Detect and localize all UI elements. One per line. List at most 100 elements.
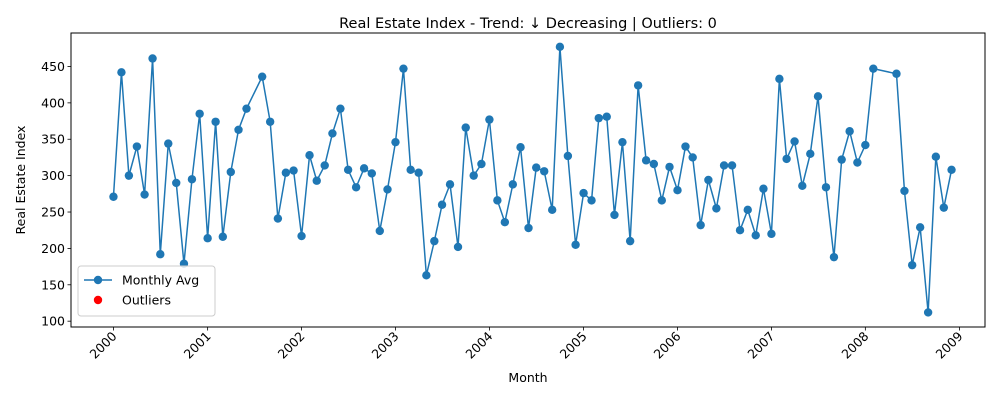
data-point-monthly-avg [187, 175, 197, 184]
data-point-monthly-avg [649, 159, 659, 169]
data-point-monthly-avg [625, 236, 635, 246]
data-point-monthly-avg [555, 42, 565, 52]
legend-label-monthly-avg: Monthly Avg [122, 273, 199, 288]
data-point-monthly-avg [594, 113, 603, 123]
data-point-monthly-avg [343, 165, 353, 175]
data-point-monthly-avg [109, 192, 118, 201]
data-point-monthly-avg [383, 185, 392, 194]
y-tick-label: 450 [41, 59, 65, 74]
data-point-monthly-avg [469, 171, 478, 180]
data-point-monthly-avg [422, 271, 431, 280]
data-point-monthly-avg [712, 204, 721, 213]
x-axis-label: Month [508, 370, 547, 385]
y-axis: 100 150 200 250 300 350 400 450 [41, 59, 71, 329]
plot-frame [70, 32, 986, 328]
data-point-monthly-avg [305, 151, 314, 160]
data-point-monthly-avg [704, 175, 713, 185]
data-point-monthly-avg [414, 168, 423, 177]
data-point-monthly-avg [571, 240, 580, 249]
data-point-monthly-avg [767, 229, 776, 239]
y-tick-label: 150 [41, 277, 65, 292]
data-point-monthly-avg [837, 155, 846, 164]
legend-marker-swatch [93, 275, 103, 285]
data-point-monthly-avg [915, 223, 925, 232]
data-point-monthly-avg [900, 186, 909, 196]
data-point-monthly-avg [132, 142, 142, 151]
data-point-monthly-avg [430, 236, 439, 246]
data-point-monthly-avg [359, 164, 369, 173]
data-point-monthly-avg [602, 112, 611, 121]
legend: Monthly Avg Outliers [77, 265, 216, 317]
data-point-monthly-avg [775, 74, 784, 84]
data-point-monthly-avg [273, 214, 283, 223]
y-tick-label: 350 [41, 132, 65, 147]
data-point-monthly-avg [633, 81, 643, 90]
legend-label-outliers: Outliers [122, 293, 171, 308]
data-point-monthly-avg [211, 117, 220, 126]
data-point-monthly-avg [375, 226, 384, 236]
data-point-monthly-avg [312, 176, 321, 185]
data-point-monthly-avg [939, 203, 949, 212]
data-point-monthly-avg [140, 190, 149, 199]
data-point-monthly-avg [508, 180, 518, 189]
data-point-monthly-avg [226, 167, 235, 177]
data-point-monthly-avg [861, 140, 870, 150]
data-point-monthly-avg [845, 127, 854, 136]
data-point-monthly-avg [516, 143, 525, 152]
data-point-monthly-avg [406, 165, 415, 175]
data-point-monthly-avg [164, 139, 173, 148]
y-tick-label: 400 [41, 95, 65, 110]
data-point-monthly-avg [673, 185, 682, 195]
data-point-monthly-avg [320, 161, 329, 170]
data-point-monthly-avg [540, 167, 549, 176]
data-point-monthly-avg [281, 168, 291, 177]
data-point-monthly-avg [813, 92, 823, 101]
data-point-monthly-avg [610, 210, 619, 220]
data-point-monthly-avg [665, 162, 674, 172]
y-tick-label: 300 [41, 168, 65, 183]
data-point-monthly-avg [124, 171, 134, 180]
data-point-monthly-avg [641, 156, 651, 165]
data-point-monthly-avg [782, 154, 791, 164]
data-point-monthly-avg [579, 188, 588, 198]
data-point-monthly-avg [532, 163, 541, 172]
data-point-monthly-avg [453, 242, 463, 252]
chart-title: Real Estate Index - Trend: ↓ Decreasing … [339, 16, 717, 32]
data-point-monthly-avg [743, 205, 752, 215]
data-point-monthly-avg [265, 117, 275, 126]
data-point-monthly-avg [234, 125, 243, 134]
data-point-monthly-avg [806, 149, 815, 159]
data-point-monthly-avg [907, 260, 917, 270]
data-point-monthly-avg [923, 308, 933, 317]
data-point-monthly-avg [688, 153, 697, 162]
data-point-monthly-avg [156, 250, 165, 259]
data-point-monthly-avg [172, 178, 181, 188]
data-point-monthly-avg [829, 252, 839, 262]
data-point-monthly-avg [587, 196, 596, 205]
data-point-monthly-avg [696, 220, 705, 230]
data-point-monthly-avg [751, 231, 760, 240]
data-point-monthly-avg [399, 64, 408, 73]
data-point-monthly-avg [437, 200, 447, 209]
data-point-monthly-avg [242, 104, 251, 113]
data-point-monthly-avg [790, 137, 799, 146]
data-point-monthly-avg [367, 169, 377, 178]
data-point-monthly-avg [477, 159, 486, 169]
data-point-monthly-avg [727, 161, 737, 170]
legend-box [77, 265, 216, 317]
data-point-monthly-avg [485, 115, 494, 124]
data-point-monthly-avg [218, 232, 228, 241]
data-point-monthly-avg [351, 183, 361, 192]
data-point-monthly-avg [500, 218, 510, 227]
data-point-monthly-avg [719, 161, 729, 170]
data-point-monthly-avg [257, 72, 267, 81]
data-point-monthly-avg [735, 226, 745, 235]
data-point-monthly-avg [445, 180, 455, 189]
y-tick-label: 100 [41, 314, 65, 329]
data-point-monthly-avg [931, 152, 941, 161]
data-point-monthly-avg [798, 181, 807, 191]
data-point-monthly-avg [289, 166, 298, 175]
data-point-monthly-avg [524, 223, 533, 233]
data-point-monthly-avg [391, 137, 400, 147]
